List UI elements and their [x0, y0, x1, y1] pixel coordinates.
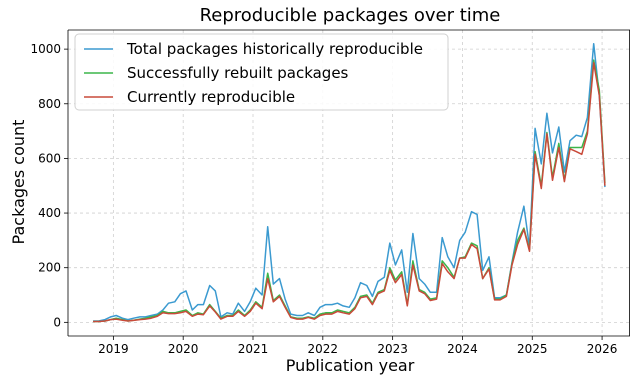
y-tick-label: 1000 — [30, 42, 61, 56]
chart-title: Reproducible packages over time — [200, 5, 501, 26]
ticks: 0 200 400 600 800 1000 2019 2020 2021 2022 2023 202… — [30, 42, 617, 356]
y-tick-label: 600 — [38, 151, 61, 165]
legend-box — [74, 33, 449, 111]
legend-label: Total packages historically reproducible — [126, 40, 423, 58]
y-axis-title: Packages count — [9, 120, 28, 245]
y-tick-label: 200 — [38, 261, 61, 275]
x-tick-label: 2019 — [98, 342, 129, 356]
x-tick-label: 2026 — [587, 342, 618, 356]
series-line-2 — [93, 59, 606, 323]
x-tick-label: 2020 — [168, 342, 199, 356]
legend-label: Currently reproducible — [127, 88, 295, 106]
x-tick-label: 2021 — [238, 342, 269, 356]
x-tick-label: 2022 — [308, 342, 339, 356]
y-tick-label: 800 — [38, 97, 61, 111]
x-tick-label: 2025 — [517, 342, 548, 356]
x-axis-title: Publication year — [286, 356, 415, 375]
series-layer — [93, 42, 606, 323]
x-tick-label: 2024 — [447, 342, 478, 356]
y-tick-label: 400 — [38, 206, 61, 220]
series-line-3 — [93, 62, 606, 323]
legend-label: Successfully rebuilt packages — [127, 64, 349, 82]
series-line-1 — [93, 42, 606, 322]
x-tick-label: 2023 — [377, 342, 408, 356]
y-tick-label: 0 — [53, 315, 61, 329]
legend: Total packages historically reproducible… — [74, 33, 449, 111]
